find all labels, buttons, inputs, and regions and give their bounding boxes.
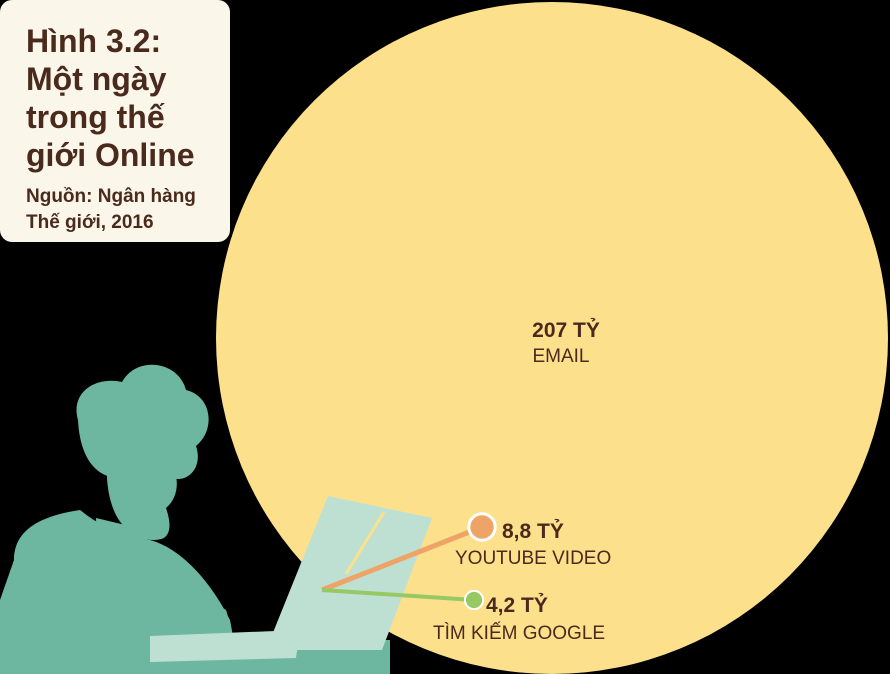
youtube-connector-line	[321, 524, 483, 593]
title-card: Hình 3.2: Một ngày trong thế giới Online…	[0, 0, 230, 242]
youtube-bubble	[467, 512, 497, 542]
google-value-label: 4,2 TỶ	[486, 594, 548, 617]
email-bubble	[216, 2, 888, 674]
youtube-value-label: 8,8 TỶ	[502, 520, 564, 543]
email-value-label: 207 TỶ	[532, 319, 600, 342]
email-name-label: EMAIL	[532, 346, 589, 367]
google-connector-line	[321, 588, 475, 602]
figure-title: Hình 3.2: Một ngày trong thế giới Online	[26, 23, 195, 173]
google-bubble	[463, 589, 485, 611]
woman-with-laptop-illustration	[0, 364, 432, 674]
figure-source: Nguồn: Ngân hàng Thế giới, 2016	[26, 186, 196, 233]
youtube-name-label: YOUTUBE VIDEO	[455, 548, 611, 569]
google-name-label: TÌM KIẾM GOOGLE	[433, 622, 605, 644]
